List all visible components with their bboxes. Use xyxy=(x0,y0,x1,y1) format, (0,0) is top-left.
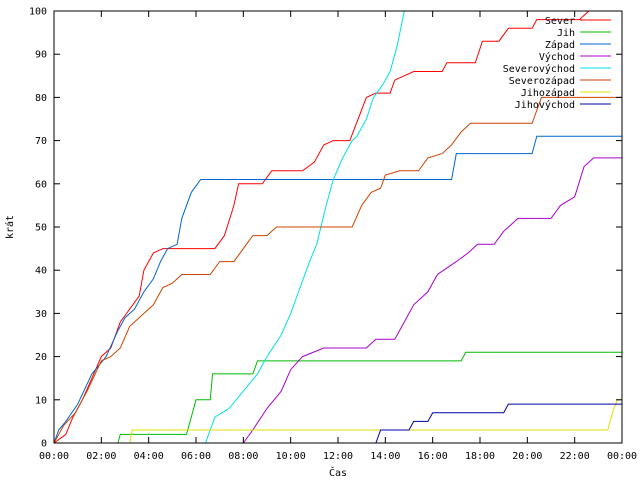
legend-label-5: Severozápad xyxy=(509,75,575,87)
legend-label-6: Jihozápad xyxy=(521,87,575,99)
x-tick-label: 08:00 xyxy=(228,451,258,462)
y-tick-label: 80 xyxy=(35,93,47,104)
x-tick-label: 18:00 xyxy=(465,451,495,462)
x-tick-label: 20:00 xyxy=(512,451,542,462)
y-tick-label: 40 xyxy=(35,266,47,277)
series-line-7 xyxy=(54,403,622,444)
series-line-5 xyxy=(53,96,622,444)
y-tick-label: 70 xyxy=(35,136,47,147)
legend-label-2: Západ xyxy=(545,39,575,51)
y-tick-label: 0 xyxy=(41,439,47,450)
legend-label-3: Východ xyxy=(539,51,575,63)
y-axis-title: krát xyxy=(4,215,16,239)
series-line-1 xyxy=(54,351,622,444)
x-tick-label: 16:00 xyxy=(418,451,448,462)
y-tick-label: 10 xyxy=(35,395,47,406)
series-line-3 xyxy=(54,157,622,444)
legend-label-0: Sever xyxy=(545,16,575,27)
y-tick-label: 90 xyxy=(35,50,47,61)
x-tick-label: 10:00 xyxy=(276,451,306,462)
x-tick-label: 14:00 xyxy=(370,451,400,462)
x-tick-label: 04:00 xyxy=(134,451,164,462)
legend: SeverJihZápadVýchodSeverovýchodSeverozáp… xyxy=(503,16,611,111)
ticks-layer: 0 10 20 30 40 50 60 70 80 90 100 00:00 02:00 04:00 06:… xyxy=(29,7,637,463)
x-tick-label: 12:00 xyxy=(323,451,353,462)
y-tick-label: 20 xyxy=(35,352,47,363)
y-tick-label: 100 xyxy=(29,7,47,18)
y-tick-label: 30 xyxy=(35,309,47,320)
series-line-2 xyxy=(53,135,622,444)
legend-label-4: Severovýchod xyxy=(503,63,575,75)
series-line-6 xyxy=(54,399,622,444)
y-tick-label: 60 xyxy=(35,179,47,190)
series-line-4 xyxy=(54,10,622,444)
legend-label-1: Jih xyxy=(557,28,575,39)
x-tick-label: 00:00 xyxy=(39,451,69,462)
x-tick-label: 22:00 xyxy=(560,451,590,462)
series-line-0 xyxy=(53,10,622,444)
x-axis-title: Čas xyxy=(329,466,347,479)
x-tick-label: 06:00 xyxy=(181,451,211,462)
x-tick-label: 02:00 xyxy=(86,451,116,462)
y-tick-label: 50 xyxy=(35,223,47,234)
legend-label-7: Jihovýchod xyxy=(515,99,575,111)
x-tick-label: 00:00 xyxy=(607,451,637,462)
